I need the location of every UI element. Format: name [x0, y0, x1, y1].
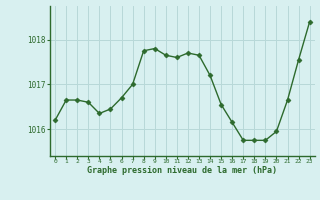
X-axis label: Graphe pression niveau de la mer (hPa): Graphe pression niveau de la mer (hPa): [87, 166, 277, 175]
